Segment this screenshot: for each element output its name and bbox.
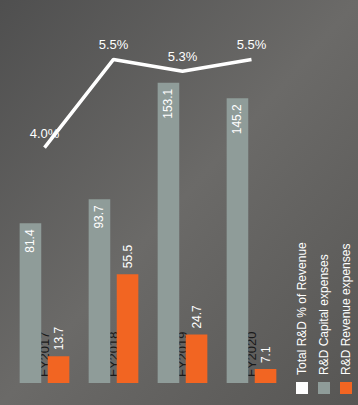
svg-text:5.5%: 5.5% <box>237 37 267 52</box>
svg-text:5.5%: 5.5% <box>99 37 129 52</box>
svg-text:24.7: 24.7 <box>190 305 204 329</box>
svg-text:81.4: 81.4 <box>23 229 37 253</box>
svg-text:5.3%: 5.3% <box>168 49 198 64</box>
svg-text:55.5: 55.5 <box>121 244 135 268</box>
svg-text:145.2: 145.2 <box>230 104 244 134</box>
svg-text:13.7: 13.7 <box>52 326 66 350</box>
svg-text:7.1: 7.1 <box>259 346 273 363</box>
svg-text:4.0%: 4.0% <box>30 126 60 141</box>
svg-text:R&D Capital expenses: R&D Capital expenses <box>317 254 331 375</box>
svg-text:R&D Revenue expenses: R&D Revenue expenses <box>339 244 353 375</box>
svg-text:Total R&D % of Revenue: Total R&D % of Revenue <box>295 242 309 375</box>
svg-text:93.7: 93.7 <box>92 205 106 229</box>
svg-text:153.1: 153.1 <box>161 88 175 118</box>
